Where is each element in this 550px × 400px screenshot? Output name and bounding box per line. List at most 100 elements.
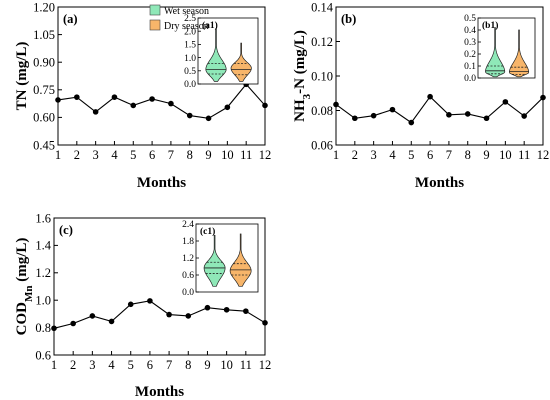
inset-y-tick-label: 1.5 — [184, 41, 196, 51]
panel-tag: (c) — [59, 223, 73, 237]
y-tick-label: 0.90 — [33, 56, 55, 70]
x-tick-label: 8 — [185, 358, 191, 372]
data-point — [74, 94, 80, 100]
y-axis-title-subscript: Mn — [23, 286, 35, 303]
data-point — [540, 94, 546, 101]
data-point — [149, 96, 155, 102]
y-tick-label: 0.12 — [311, 35, 333, 49]
violin-wet — [485, 27, 506, 78]
x-tick-label: 12 — [259, 148, 272, 162]
legend-label: Dry season — [164, 21, 209, 32]
legend-swatch — [149, 4, 161, 16]
data-point — [446, 112, 452, 118]
inset-y-tick-label: 2.5 — [184, 14, 196, 24]
inset-y-tick-label: 0.6 — [182, 271, 194, 281]
plot-frame — [53, 217, 266, 356]
data-point — [389, 106, 396, 113]
data-point — [521, 113, 527, 119]
data-point — [243, 308, 249, 314]
data-point — [262, 320, 268, 326]
data-point — [464, 111, 471, 117]
data-point — [502, 99, 509, 105]
data-point — [127, 301, 134, 308]
data-point — [108, 318, 115, 325]
y-tick-label: 0.14 — [311, 0, 334, 14]
y-tick-label: 0.8 — [35, 321, 51, 335]
panel-b: 0.060.080.100.120.141 2 3 4 5 6 7 8 9 10 11 12Month… — [292, 0, 549, 191]
x-tick-label: 10 — [221, 148, 234, 162]
data-point — [333, 101, 339, 108]
data-point — [111, 94, 118, 100]
violin-dry — [230, 42, 252, 82]
y-tick-label: 1.20 — [33, 0, 55, 14]
y-tick-label: 0.06 — [311, 138, 333, 152]
data-point — [483, 115, 490, 122]
x-tick-label: 10 — [220, 358, 233, 372]
y-axis-title-part: TN (mg/L) — [14, 42, 30, 111]
x-tick-label: 4 — [108, 358, 115, 372]
data-point — [70, 320, 76, 327]
inset-tag: (b1) — [482, 20, 498, 31]
data-point — [262, 102, 268, 109]
inset-tag: (c1) — [200, 226, 215, 237]
x-tick-label: 6 — [149, 148, 155, 162]
x-tick-label: 2 — [352, 148, 358, 162]
y-tick-label: 1.05 — [33, 28, 55, 42]
series-line — [53, 300, 266, 329]
panel-c: 0.60.81.01.21.41.61 2 3 4 5 6 7 8 9 10 11 12MonthsC… — [14, 211, 271, 400]
x-tick-label: 11 — [240, 148, 252, 162]
data-point — [408, 119, 415, 126]
legend-swatch — [149, 19, 161, 31]
x-tick-label: 3 — [371, 148, 377, 162]
inset-violin: 0.0 0.1 0.2 0.3 0.4 0.5 (b1) — [464, 14, 536, 84]
x-tick-label: 4 — [111, 148, 118, 162]
x-tick-label: 11 — [240, 358, 252, 372]
x-tick-label: 7 — [166, 358, 172, 372]
x-tick-label: 6 — [427, 148, 433, 162]
x-tick-label: 9 — [483, 148, 489, 162]
y-tick-label: 1.4 — [35, 239, 51, 253]
series-line — [335, 95, 544, 124]
inset-y-tick-label: 0.4 — [464, 26, 476, 36]
x-tick-label: 6 — [147, 358, 153, 372]
y-tick-label: 1.6 — [35, 211, 51, 225]
inset-violin: 0.0 0.6 1.2 1.8 2.4 (c1) — [182, 220, 259, 298]
data-point — [205, 115, 212, 122]
data-point — [168, 100, 174, 107]
x-tick-label: 7 — [446, 148, 452, 162]
data-point — [166, 311, 172, 318]
x-tick-label: 5 — [408, 148, 414, 162]
y-axis-title: TN (mg/L) — [14, 42, 30, 111]
plot-frame — [57, 6, 266, 146]
inset-y-tick-label: 1.2 — [182, 254, 194, 264]
y-tick-label: 0.75 — [33, 83, 55, 97]
x-tick-label: 12 — [259, 358, 272, 372]
data-point — [92, 109, 99, 115]
inset-y-tick-label: 0.0 — [184, 80, 196, 90]
x-tick-label: 9 — [204, 358, 210, 372]
inset-y-tick-label: 2.4 — [182, 220, 194, 230]
x-tick-label: 8 — [465, 148, 471, 162]
y-axis-title-subscript: 3 — [301, 93, 313, 99]
data-point — [89, 313, 96, 319]
x-tick-label: 9 — [205, 148, 211, 162]
y-axis-title-part: NH — [292, 99, 308, 122]
x-tick-label: 3 — [89, 358, 95, 372]
x-tick-label: 8 — [187, 148, 193, 162]
inset-y-tick-label: 0.3 — [464, 38, 476, 48]
y-tick-label: 1.0 — [35, 294, 51, 308]
violin-dry — [509, 29, 530, 78]
inset-y-tick-label: 0.5 — [464, 14, 476, 24]
inset-tag: (a1) — [202, 20, 218, 31]
x-tick-label: 1 — [333, 148, 339, 162]
data-point — [223, 306, 230, 313]
x-axis-title: Months — [135, 384, 184, 400]
inset-y-tick-label: 0.2 — [464, 50, 476, 60]
inset-y-tick-label: 0.1 — [464, 62, 476, 72]
data-point — [427, 93, 433, 100]
panel-tag: (a) — [63, 12, 78, 26]
data-point — [224, 104, 231, 111]
x-tick-label: 5 — [130, 148, 136, 162]
inset-violin: 0.0 0.5 1.0 1.5 2.0 2.5 (a1) — [184, 14, 259, 90]
